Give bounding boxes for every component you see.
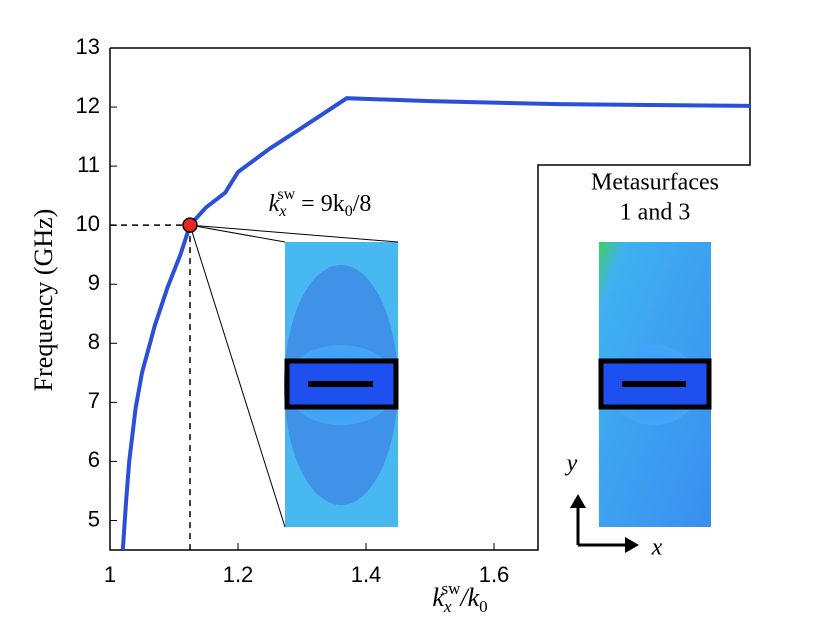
annotation-part: sw	[277, 186, 295, 203]
inset-label: Metasurfaces	[591, 170, 719, 196]
callout	[189, 225, 286, 528]
x-axis-label: kxsw/k0	[432, 579, 487, 616]
arrowhead	[570, 494, 586, 508]
x-tick-label: 1.4	[351, 562, 382, 587]
inset-1	[284, 242, 399, 527]
y-tick-label: 13	[76, 34, 100, 59]
y-tick-label: 9	[88, 270, 100, 295]
y-tick-label: 12	[76, 93, 100, 118]
annotation-part: /8	[353, 191, 372, 217]
y-tick-label: 8	[88, 329, 100, 354]
annotation-part: = 9k	[295, 191, 345, 217]
y-tick-label: 11	[77, 152, 100, 177]
strip	[622, 381, 686, 387]
x-tick-label: 1	[104, 562, 116, 587]
strip	[308, 381, 373, 387]
callout	[189, 224, 399, 243]
annotation-part: x	[278, 203, 286, 220]
y-tick-label: 5	[88, 506, 100, 531]
annotation: kxsw = 9k0/8	[269, 186, 372, 220]
y-tick-label: 6	[88, 447, 100, 472]
arrowhead	[625, 537, 639, 553]
callout	[189, 224, 286, 243]
annotation-part: 0	[345, 203, 353, 220]
arrow-label: y	[565, 451, 578, 477]
inset-2	[598, 242, 712, 527]
arrow-label: x	[651, 535, 663, 561]
x-tick-label: 1.2	[223, 562, 254, 587]
x-axis-label-part: x	[443, 597, 452, 616]
highlight-point	[182, 217, 198, 233]
annotation-part: k	[269, 191, 280, 217]
x-axis-label-part: /k	[458, 583, 479, 612]
x-tick-label: 1.6	[479, 562, 510, 587]
y-tick-label: 10	[76, 211, 100, 236]
x-axis-label-part: sw	[441, 579, 461, 598]
curve	[120, 96, 751, 551]
x-axis-label-part: k	[432, 583, 444, 612]
y-axis-label: Frequency (GHz)	[29, 209, 58, 392]
x-axis-label-part: 0	[479, 597, 488, 616]
inset-label: 1 and 3	[620, 200, 691, 226]
y-tick-label: 7	[88, 388, 100, 413]
xy-arrows	[570, 494, 639, 553]
